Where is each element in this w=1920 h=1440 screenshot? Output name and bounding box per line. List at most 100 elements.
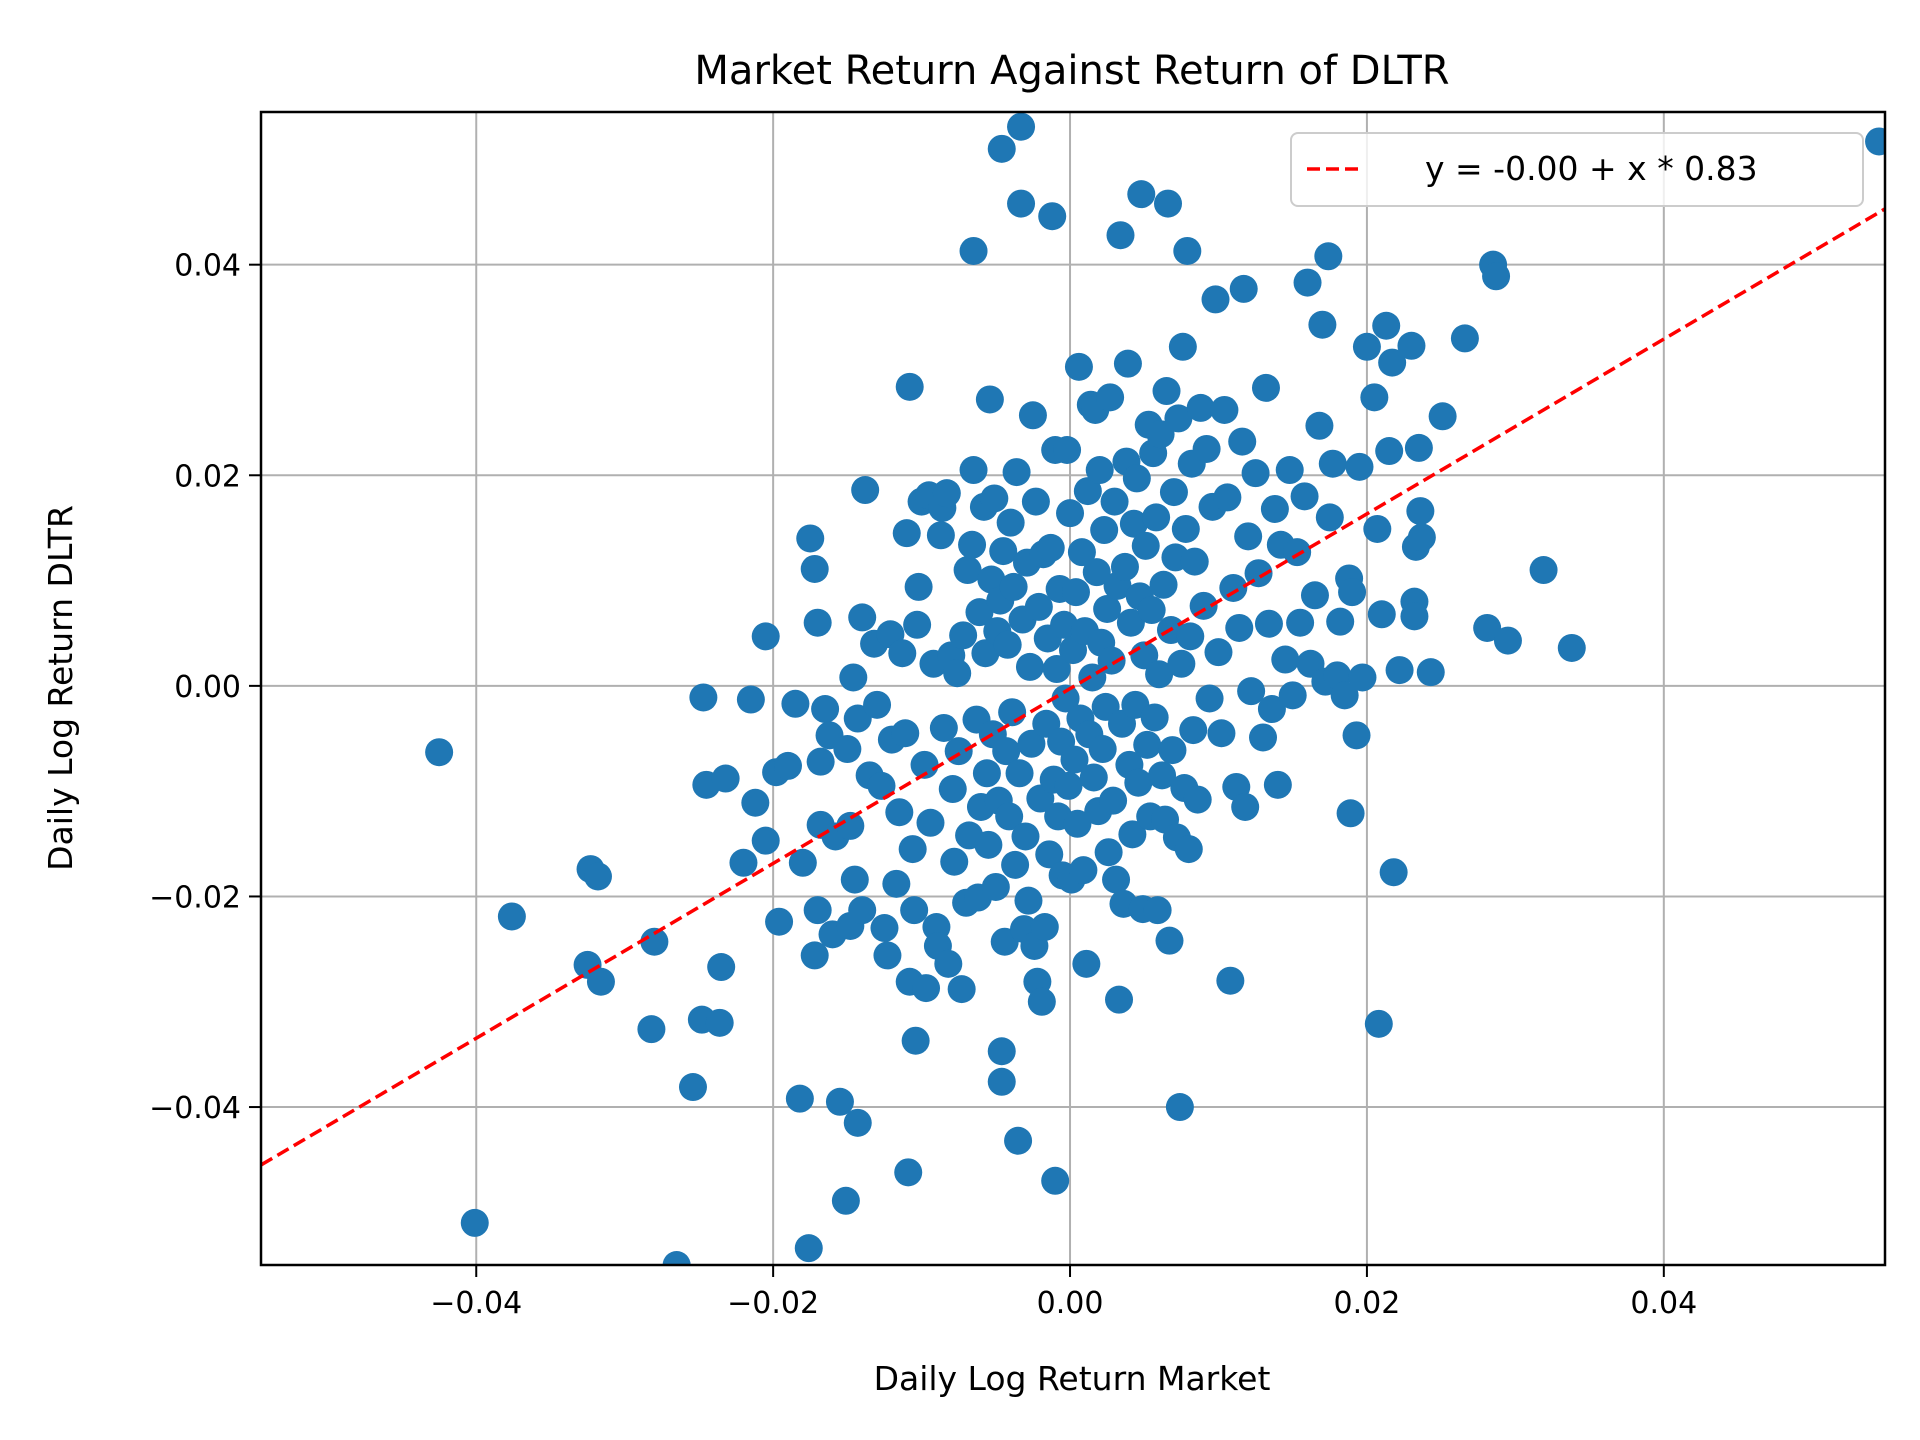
data-point (1308, 310, 1337, 339)
data-point (1345, 452, 1374, 481)
data-point (965, 598, 994, 627)
y-tick-label: 0.00 (174, 670, 241, 705)
data-point (980, 484, 1009, 513)
data-point (707, 953, 736, 982)
data-point (1192, 434, 1221, 463)
data-point (975, 385, 1004, 414)
y-axis-label: Daily Log Return DLTR (41, 505, 80, 871)
data-point (800, 941, 829, 970)
data-point (1145, 660, 1174, 689)
data-point (1865, 127, 1885, 156)
data-point (1286, 608, 1315, 637)
data-point (848, 896, 877, 925)
data-point (1180, 547, 1209, 576)
data-point (833, 735, 862, 764)
data-point (1038, 202, 1067, 231)
data-point (794, 1234, 823, 1263)
data-point (944, 737, 973, 766)
data-point (831, 1186, 860, 1215)
data-point (1127, 180, 1156, 209)
data-point (1318, 449, 1347, 478)
data-point (765, 907, 794, 936)
data-point (1131, 531, 1160, 560)
data-point (751, 826, 780, 855)
data-point (959, 236, 988, 265)
data-point (989, 537, 1018, 566)
regression-dashed-line (261, 207, 1885, 1167)
data-point (1363, 514, 1392, 543)
data-point (1482, 262, 1511, 291)
data-point (940, 847, 969, 876)
data-point (1168, 332, 1197, 361)
data-point (1102, 865, 1131, 894)
data-point (781, 689, 810, 718)
data-point (974, 830, 1003, 859)
data-point (1014, 886, 1043, 915)
grid-lines (261, 112, 1885, 1265)
data-point (888, 639, 917, 668)
data-point (1018, 401, 1047, 430)
data-point (943, 659, 972, 688)
data-point (870, 914, 899, 943)
data-point (1148, 761, 1177, 790)
data-point (1290, 482, 1319, 511)
data-point (959, 456, 988, 485)
data-point (999, 572, 1028, 601)
data-point (1314, 242, 1343, 271)
data-point (977, 565, 1006, 594)
data-point (993, 630, 1022, 659)
data-point (1210, 395, 1239, 424)
data-point (840, 865, 869, 894)
data-point (1473, 613, 1502, 642)
data-point (1149, 570, 1178, 599)
data-point (1229, 274, 1258, 303)
data-point (803, 608, 832, 637)
data-point (1283, 538, 1312, 567)
data-point (741, 788, 770, 817)
data-point (912, 974, 941, 1003)
data-point (1179, 716, 1208, 745)
data-point (891, 719, 920, 748)
data-point (1116, 608, 1145, 637)
x-tick-label: 0.02 (1334, 1286, 1401, 1321)
x-tick-label: −0.02 (727, 1286, 819, 1321)
data-point (1367, 600, 1396, 629)
data-point (1021, 487, 1050, 516)
data-point (1557, 633, 1586, 662)
data-point (1007, 112, 1036, 141)
data-point (1201, 285, 1230, 314)
data-point (1176, 622, 1205, 651)
data-point (1051, 684, 1080, 713)
data-point (995, 802, 1024, 831)
data-point (1165, 1093, 1194, 1122)
data-point (1493, 626, 1522, 655)
data-point (1027, 987, 1056, 1016)
data-point (1140, 703, 1169, 732)
data-point (981, 872, 1010, 901)
data-point (1054, 771, 1083, 800)
data-point (1090, 516, 1119, 545)
data-point (1053, 436, 1082, 465)
data-point (987, 1037, 1016, 1066)
data-point (705, 1008, 734, 1037)
data-point (1155, 926, 1184, 955)
data-point (998, 698, 1027, 727)
data-point (987, 1067, 1016, 1096)
data-point (1228, 427, 1257, 456)
data-point (711, 764, 740, 793)
data-point (1249, 723, 1278, 752)
data-point (751, 622, 780, 651)
data-point (1195, 684, 1224, 713)
data-point (1002, 458, 1031, 487)
data-point (901, 1026, 930, 1055)
data-point (1142, 503, 1171, 532)
data-point (1207, 719, 1236, 748)
data-point (848, 603, 877, 632)
data-point (1024, 592, 1053, 621)
data-point (1360, 383, 1389, 412)
data-point (1110, 552, 1139, 581)
data-point (1416, 658, 1445, 687)
data-point (929, 713, 958, 742)
data-point (1251, 373, 1280, 402)
